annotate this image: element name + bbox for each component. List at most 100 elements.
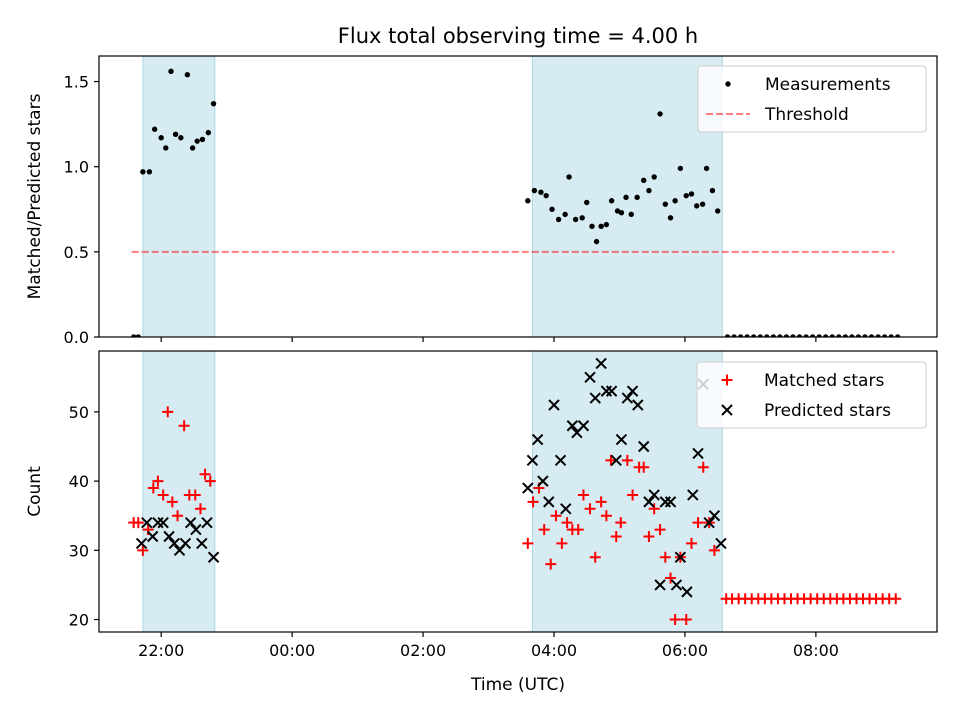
measurement-point bbox=[135, 334, 141, 337]
matched-star-marker bbox=[643, 530, 655, 542]
predicted-star-marker bbox=[632, 399, 644, 411]
predicted-star-marker bbox=[152, 516, 164, 529]
measurement-point bbox=[140, 169, 146, 175]
matched-star-marker bbox=[627, 489, 639, 501]
matched-star-marker bbox=[556, 537, 568, 549]
measurement-point bbox=[634, 194, 640, 201]
predicted-star-marker bbox=[600, 385, 613, 397]
matched-star-marker bbox=[615, 517, 627, 529]
x-tick-label: 02:00 bbox=[400, 641, 446, 660]
measurement-point bbox=[672, 198, 678, 204]
predicted-star-marker bbox=[537, 475, 549, 487]
predicted-star-marker bbox=[610, 454, 622, 467]
predicted-star-marker bbox=[703, 516, 715, 529]
measurement-point bbox=[868, 334, 875, 337]
matched-star-marker bbox=[157, 489, 169, 501]
matched-star-marker bbox=[189, 489, 201, 501]
measurement-point bbox=[603, 221, 610, 228]
matched-star-marker bbox=[545, 558, 557, 570]
matched-star-marker bbox=[680, 614, 692, 626]
predicted-star-marker bbox=[196, 537, 208, 550]
measurement-point bbox=[189, 145, 196, 151]
plot-area bbox=[130, 56, 901, 337]
y-tick-label: 20 bbox=[69, 611, 89, 630]
legend-matched-swatch bbox=[721, 374, 733, 386]
x-tick-label: 04:00 bbox=[531, 641, 577, 660]
legend-label: Measurements bbox=[765, 75, 891, 95]
measurement-point bbox=[172, 131, 179, 138]
measurement-point bbox=[598, 223, 604, 230]
predicted-star-marker bbox=[554, 454, 567, 467]
measurement-point bbox=[667, 215, 674, 221]
measurement-point bbox=[572, 216, 579, 223]
matched-star-marker bbox=[522, 537, 534, 549]
measurement-point bbox=[683, 192, 689, 199]
matched-star-marker bbox=[692, 517, 704, 529]
measurement-point bbox=[210, 100, 217, 107]
predicted-star-marker bbox=[674, 551, 687, 563]
x-tick-label: 06:00 bbox=[662, 641, 708, 660]
predicted-star-marker bbox=[207, 551, 220, 563]
x-tick-label: 00:00 bbox=[269, 641, 315, 660]
measurement-point bbox=[549, 206, 555, 212]
predicted-star-marker bbox=[615, 433, 628, 446]
measurement-point bbox=[168, 68, 174, 75]
measurement-point bbox=[178, 135, 184, 141]
predicted-star-marker bbox=[141, 516, 153, 529]
measurement-point bbox=[623, 194, 629, 201]
measurement-point bbox=[737, 334, 744, 337]
measurement-point bbox=[809, 334, 816, 337]
predicted-star-marker bbox=[654, 579, 666, 591]
predicted-star-marker bbox=[687, 489, 699, 501]
measurement-point bbox=[199, 136, 206, 143]
measurement-point bbox=[525, 198, 531, 204]
matched-star-marker bbox=[199, 468, 211, 480]
predicted-star-marker bbox=[522, 482, 534, 494]
predicted-star-marker bbox=[184, 516, 197, 529]
matched-star-marker bbox=[527, 496, 539, 508]
measurement-point bbox=[796, 334, 803, 337]
matched-star-marker bbox=[595, 496, 607, 508]
measurement-point bbox=[662, 201, 669, 207]
measurement-point bbox=[770, 334, 777, 337]
measurement-point bbox=[146, 169, 153, 175]
y-axis-label: Matched/Predicted stars bbox=[25, 93, 45, 299]
predicted-star-marker bbox=[163, 530, 175, 543]
legend: Measurements Threshold bbox=[697, 65, 927, 133]
matched-star-marker bbox=[610, 530, 622, 542]
predicted-star-marker bbox=[168, 537, 180, 550]
observing-band bbox=[142, 351, 216, 632]
predicted-star-marker bbox=[135, 537, 148, 550]
legend-box bbox=[696, 361, 927, 429]
predicted-star-marker bbox=[659, 496, 672, 508]
measurement-point bbox=[555, 216, 562, 223]
legend-measurement-swatch bbox=[725, 81, 731, 87]
measurement-point bbox=[790, 334, 796, 337]
predicted-star-marker bbox=[605, 385, 618, 397]
matched-star-marker bbox=[194, 503, 206, 515]
measurement-point bbox=[703, 165, 710, 172]
x-axis-label: Time (UTC) bbox=[470, 675, 565, 695]
predicted-star-marker bbox=[664, 496, 677, 508]
measurement-point bbox=[757, 334, 763, 337]
measurement-point bbox=[628, 211, 634, 218]
measurement-point bbox=[823, 334, 829, 337]
predicted-star-marker bbox=[643, 496, 655, 508]
measurement-point bbox=[584, 199, 590, 206]
matched-star-marker bbox=[605, 454, 617, 466]
measurement-point bbox=[836, 334, 842, 337]
matched-star-marker bbox=[600, 510, 612, 522]
predicted-star-marker bbox=[179, 537, 192, 550]
legend-label: Matched stars bbox=[764, 371, 884, 391]
matched-star-marker bbox=[589, 551, 601, 563]
matched-star-marker bbox=[638, 461, 650, 473]
measurement-point bbox=[849, 334, 855, 337]
matched-star-marker bbox=[708, 544, 720, 556]
predicted-star-marker bbox=[670, 579, 683, 591]
measurement-point bbox=[764, 334, 770, 337]
measurement-point bbox=[579, 215, 585, 221]
predicted-star-marker bbox=[201, 516, 213, 529]
legend: Matched stars Predicted stars bbox=[696, 361, 927, 429]
predicted-star-marker bbox=[157, 516, 169, 529]
predicted-star-marker bbox=[637, 440, 650, 453]
